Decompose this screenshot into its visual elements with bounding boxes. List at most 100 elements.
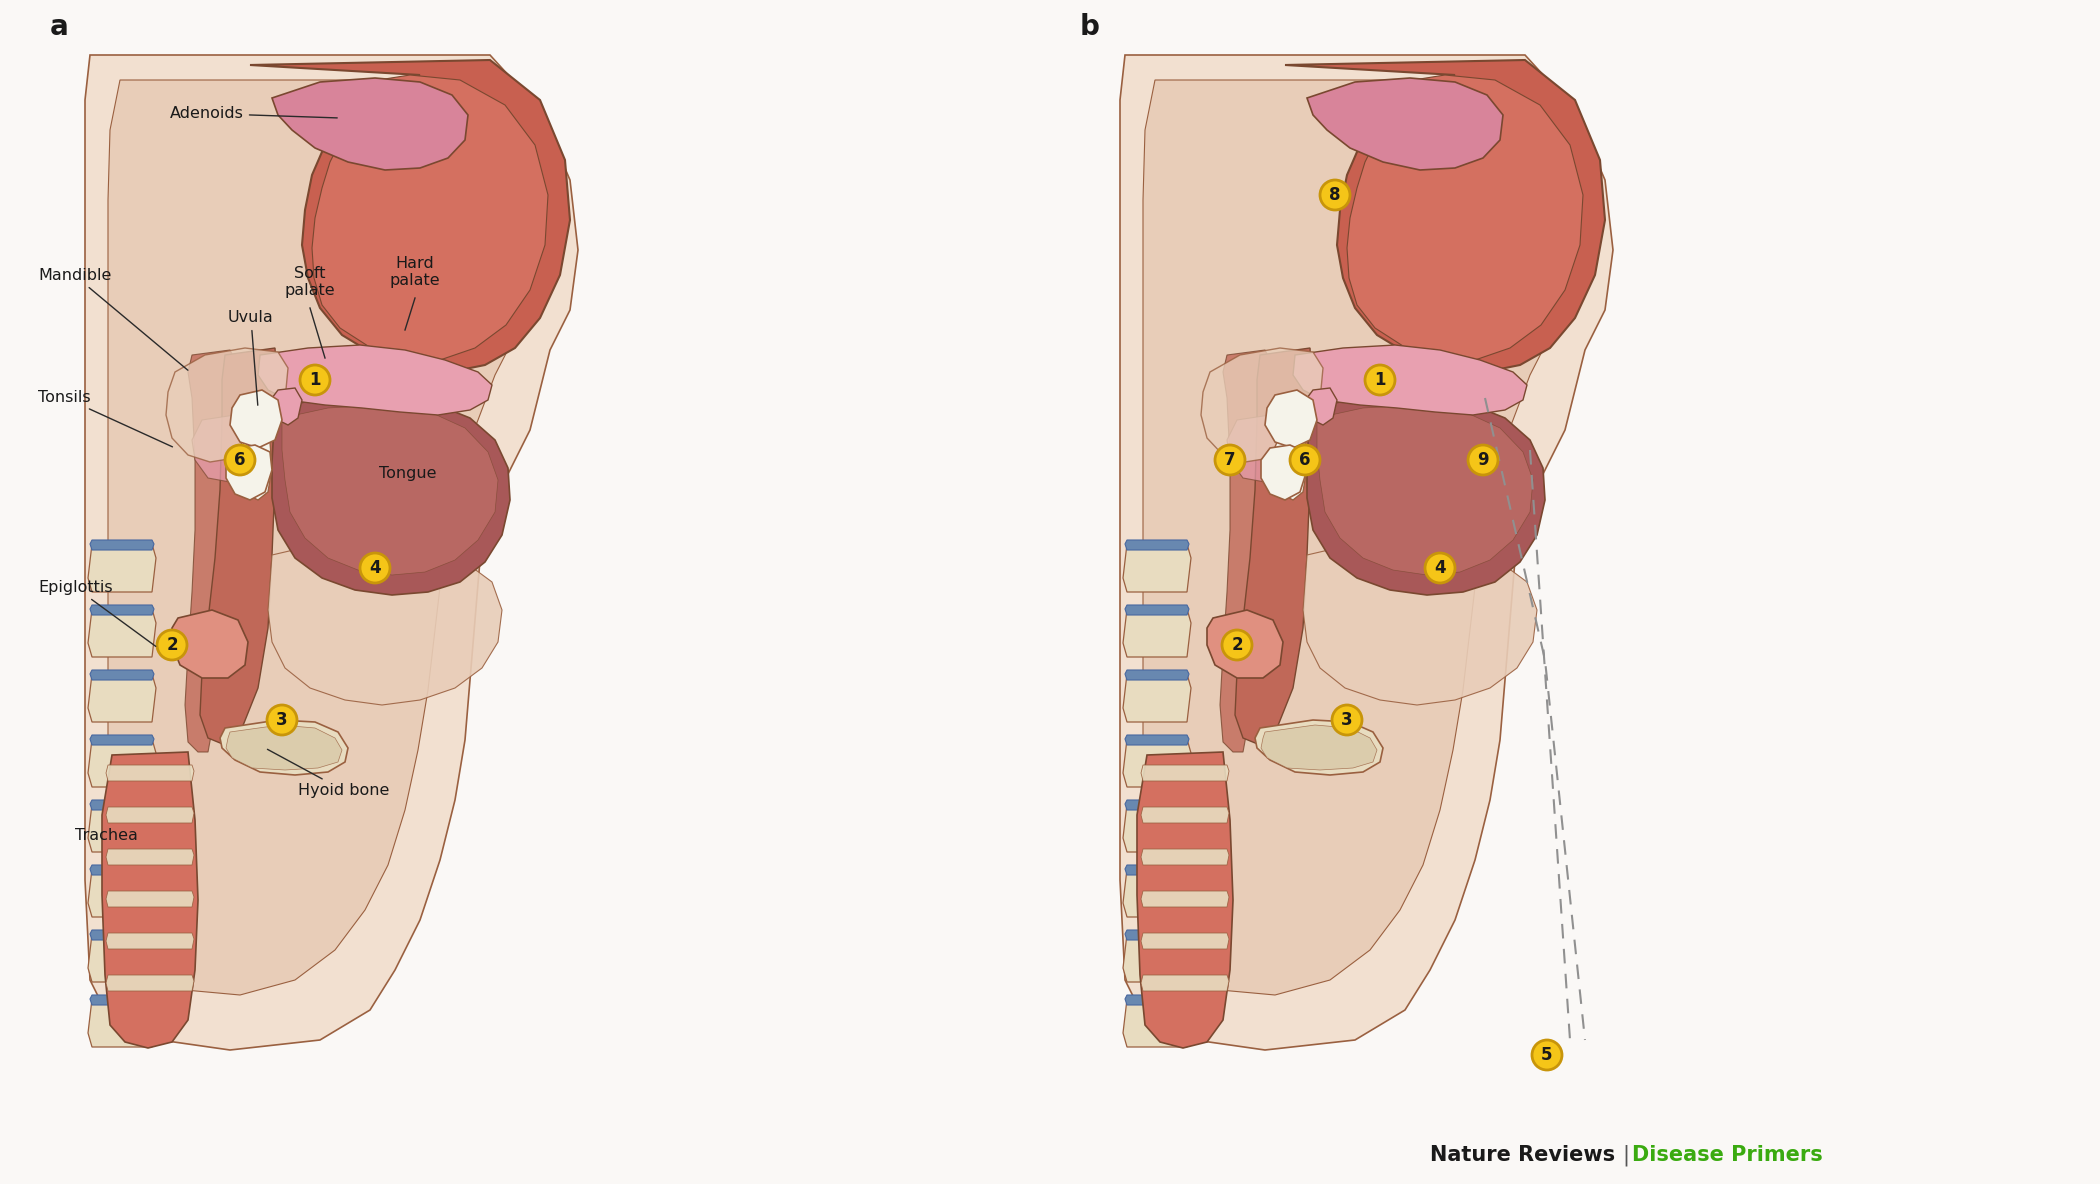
Text: 7: 7 (1224, 451, 1235, 469)
Polygon shape (1306, 395, 1546, 596)
Polygon shape (88, 609, 155, 657)
Polygon shape (105, 892, 193, 907)
Polygon shape (227, 445, 273, 500)
Polygon shape (1126, 735, 1189, 745)
Polygon shape (1140, 849, 1228, 866)
Polygon shape (1126, 800, 1189, 810)
Polygon shape (107, 81, 527, 995)
Text: Epiglottis: Epiglottis (38, 580, 155, 646)
Polygon shape (313, 75, 548, 360)
Polygon shape (273, 388, 302, 425)
Polygon shape (1140, 974, 1228, 991)
Circle shape (1289, 445, 1321, 475)
Text: 8: 8 (1329, 186, 1340, 204)
Text: Hyoid bone: Hyoid bone (267, 749, 388, 798)
Polygon shape (1264, 390, 1317, 448)
Polygon shape (1126, 995, 1189, 1005)
Text: palate: palate (391, 274, 441, 288)
Text: Hard: Hard (395, 256, 435, 271)
Text: palate: palate (286, 283, 336, 298)
Polygon shape (1126, 929, 1189, 940)
Polygon shape (1124, 869, 1191, 916)
Circle shape (300, 365, 330, 395)
Circle shape (158, 630, 187, 659)
Circle shape (1533, 1040, 1562, 1070)
Polygon shape (90, 929, 153, 940)
Polygon shape (84, 54, 578, 1050)
Polygon shape (1119, 54, 1613, 1050)
Polygon shape (88, 999, 155, 1047)
Polygon shape (1140, 892, 1228, 907)
Polygon shape (105, 765, 193, 781)
Polygon shape (1124, 543, 1191, 592)
Text: 2: 2 (1231, 636, 1243, 654)
Polygon shape (250, 60, 569, 372)
Text: 4: 4 (370, 559, 380, 577)
Polygon shape (90, 800, 153, 810)
Polygon shape (90, 670, 153, 680)
Polygon shape (105, 807, 193, 823)
Polygon shape (1124, 609, 1191, 657)
Polygon shape (1306, 388, 1338, 425)
Circle shape (359, 553, 391, 583)
Polygon shape (1136, 752, 1233, 1048)
Polygon shape (103, 752, 197, 1048)
Polygon shape (1124, 739, 1191, 787)
Text: 5: 5 (1541, 1045, 1552, 1064)
Polygon shape (1294, 345, 1527, 416)
Polygon shape (1124, 674, 1191, 722)
Polygon shape (88, 543, 155, 592)
Polygon shape (237, 440, 273, 500)
Polygon shape (1208, 610, 1283, 678)
Polygon shape (220, 720, 349, 776)
Polygon shape (90, 995, 153, 1005)
Polygon shape (1124, 804, 1191, 852)
Polygon shape (1235, 348, 1312, 745)
Polygon shape (1124, 999, 1191, 1047)
Polygon shape (269, 542, 502, 704)
Text: 3: 3 (1342, 712, 1352, 729)
Circle shape (1365, 365, 1394, 395)
Polygon shape (1285, 60, 1604, 372)
Polygon shape (166, 348, 288, 462)
Polygon shape (88, 934, 155, 982)
Circle shape (1216, 445, 1245, 475)
Polygon shape (1126, 605, 1189, 614)
Text: 6: 6 (1300, 451, 1310, 469)
Text: Adenoids: Adenoids (170, 107, 338, 121)
Polygon shape (88, 739, 155, 787)
Circle shape (1321, 180, 1350, 210)
Polygon shape (1220, 350, 1277, 752)
Polygon shape (1142, 81, 1562, 995)
Polygon shape (90, 605, 153, 614)
Polygon shape (90, 540, 153, 551)
Polygon shape (1126, 866, 1189, 875)
Polygon shape (1260, 725, 1378, 770)
Text: Tonsils: Tonsils (38, 390, 172, 446)
Polygon shape (1201, 348, 1323, 462)
Polygon shape (1226, 416, 1289, 482)
Polygon shape (1306, 78, 1504, 170)
Polygon shape (1140, 765, 1228, 781)
Text: |: | (1621, 1144, 1630, 1166)
Polygon shape (1140, 933, 1228, 950)
Polygon shape (1126, 540, 1189, 551)
Polygon shape (90, 866, 153, 875)
Polygon shape (88, 674, 155, 722)
Polygon shape (1346, 75, 1583, 360)
Circle shape (1426, 553, 1455, 583)
Polygon shape (227, 725, 342, 770)
Polygon shape (105, 974, 193, 991)
Polygon shape (231, 390, 281, 448)
Polygon shape (273, 78, 468, 170)
Polygon shape (1317, 405, 1533, 575)
Text: 1: 1 (1373, 371, 1386, 390)
Polygon shape (1140, 807, 1228, 823)
Text: b: b (1079, 13, 1100, 41)
Polygon shape (185, 350, 242, 752)
Polygon shape (200, 348, 277, 745)
Polygon shape (88, 869, 155, 916)
Polygon shape (273, 395, 510, 596)
Text: Nature Reviews: Nature Reviews (1430, 1145, 1615, 1165)
Polygon shape (191, 416, 254, 482)
